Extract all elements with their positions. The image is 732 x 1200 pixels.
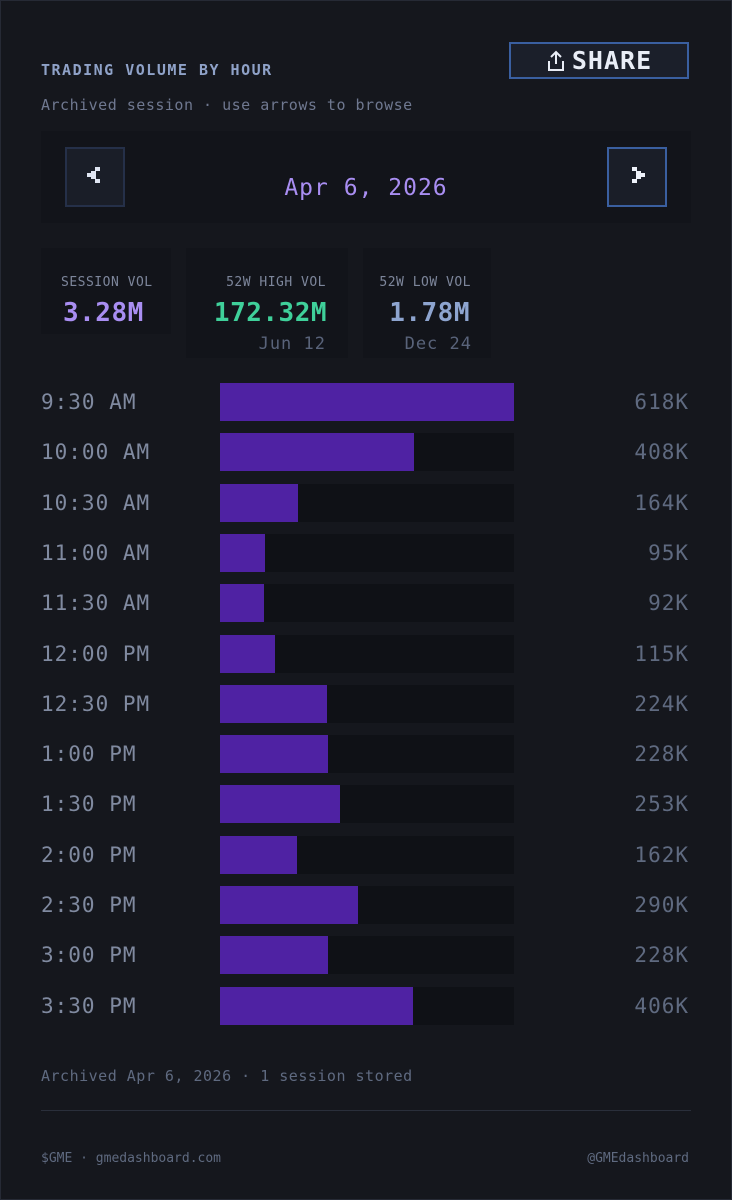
row-time-label: 2:30 PM <box>41 893 137 917</box>
low-volume-date: Dec 24 <box>404 334 472 354</box>
volume-bar <box>220 635 275 673</box>
row-time-label: 10:00 AM <box>41 440 151 464</box>
session-date: Apr 6, 2026 <box>284 175 448 201</box>
volume-bar <box>220 584 264 622</box>
footer-handle: @GMEdashboard <box>587 1151 689 1166</box>
bar-track <box>220 484 514 522</box>
volume-bar <box>220 886 358 924</box>
row-time-label: 11:00 AM <box>41 541 151 565</box>
bar-track <box>220 987 514 1025</box>
bar-track <box>220 584 514 622</box>
row-time-label: 10:30 AM <box>41 491 151 515</box>
volume-bar <box>220 685 327 723</box>
low-volume-value: 1.78M <box>389 298 470 328</box>
share-label: SHARE <box>571 46 653 75</box>
row-time-label: 11:30 AM <box>41 591 151 615</box>
high-volume-date: Jun 12 <box>258 334 326 354</box>
low-volume-label: 52W LOW VOL <box>379 275 471 290</box>
chevron-right-icon <box>627 163 647 191</box>
next-session-button[interactable] <box>607 147 667 207</box>
row-volume-value: 164K <box>634 491 689 515</box>
row-time-label: 2:00 PM <box>41 843 137 867</box>
volume-bar <box>220 433 414 471</box>
row-time-label: 3:30 PM <box>41 994 137 1018</box>
volume-bar <box>220 534 265 572</box>
volume-bar <box>220 987 413 1025</box>
volume-bar <box>220 484 298 522</box>
row-volume-value: 290K <box>634 893 689 917</box>
row-time-label: 12:00 PM <box>41 642 151 666</box>
card-subtitle: Archived session · use arrows to browse <box>41 96 413 114</box>
card-title: TRADING VOLUME BY HOUR <box>41 61 273 79</box>
footer-site: $GME · gmedashboard.com <box>41 1151 222 1166</box>
row-time-label: 3:00 PM <box>41 943 137 967</box>
row-time-label: 12:30 PM <box>41 692 151 716</box>
row-volume-value: 162K <box>634 843 689 867</box>
bar-track <box>220 886 514 924</box>
bar-track <box>220 836 514 874</box>
share-icon <box>546 50 566 72</box>
row-volume-value: 228K <box>634 742 689 766</box>
volume-bar <box>220 785 340 823</box>
row-volume-value: 95K <box>648 541 689 565</box>
session-volume-stat: SESSION VOL 3.28M <box>41 248 171 334</box>
previous-session-button[interactable] <box>65 147 125 207</box>
row-volume-value: 408K <box>634 440 689 464</box>
volume-bar <box>220 383 514 421</box>
session-volume-value: 3.28M <box>63 298 144 328</box>
low-volume-stat: 52W LOW VOL 1.78M Dec 24 <box>363 248 491 358</box>
session-volume-label: SESSION VOL <box>61 275 153 290</box>
row-volume-value: 618K <box>634 390 689 414</box>
row-time-label: 1:30 PM <box>41 792 137 816</box>
chevron-left-icon <box>85 163 105 191</box>
high-volume-stat: 52W HIGH VOL 172.32M Jun 12 <box>186 248 348 358</box>
bar-track <box>220 735 514 773</box>
date-navigator: Apr 6, 2026 <box>41 131 691 223</box>
footer-divider <box>41 1110 691 1111</box>
bar-track <box>220 383 514 421</box>
row-time-label: 9:30 AM <box>41 390 137 414</box>
row-volume-value: 253K <box>634 792 689 816</box>
high-volume-value: 172.32M <box>213 298 327 328</box>
row-volume-value: 92K <box>648 591 689 615</box>
bar-track <box>220 534 514 572</box>
row-volume-value: 224K <box>634 692 689 716</box>
high-volume-label: 52W HIGH VOL <box>226 275 326 290</box>
volume-bar <box>220 735 328 773</box>
bar-track <box>220 685 514 723</box>
row-volume-value: 228K <box>634 943 689 967</box>
bar-track <box>220 433 514 471</box>
row-volume-value: 115K <box>634 642 689 666</box>
archived-note: Archived Apr 6, 2026 · 1 session stored <box>41 1067 413 1085</box>
bar-track <box>220 635 514 673</box>
row-volume-value: 406K <box>634 994 689 1018</box>
volume-bar <box>220 836 297 874</box>
bar-track <box>220 936 514 974</box>
share-button[interactable]: SHARE <box>509 42 689 79</box>
row-time-label: 1:00 PM <box>41 742 137 766</box>
bar-track <box>220 785 514 823</box>
volume-bar <box>220 936 328 974</box>
